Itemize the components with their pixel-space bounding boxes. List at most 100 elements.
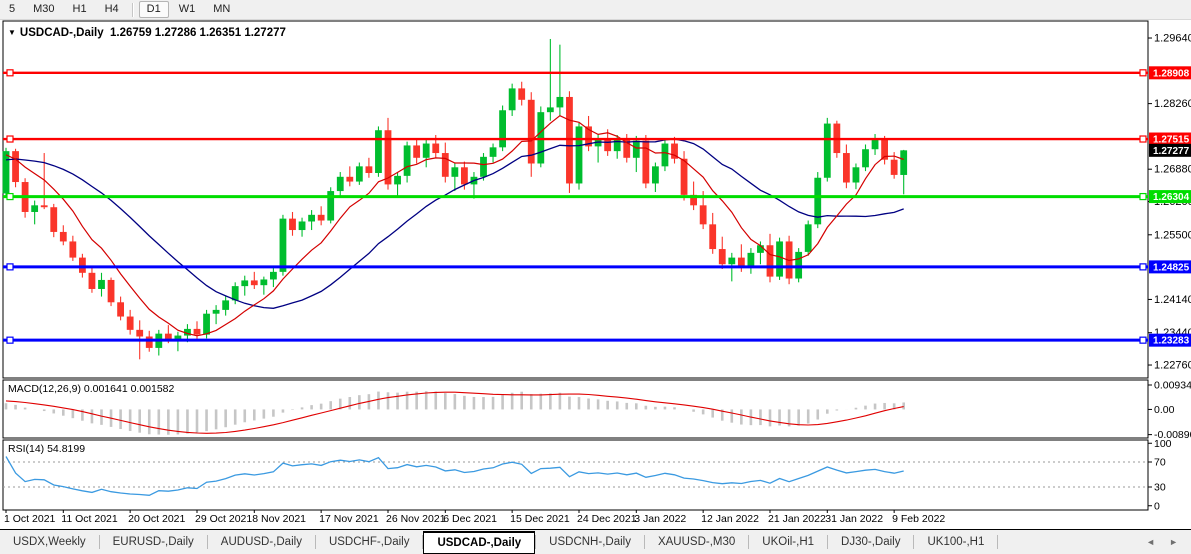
candle	[422, 143, 430, 158]
candle	[900, 150, 908, 175]
hline-handle[interactable]	[6, 69, 14, 77]
date-label: 6 Dec 2021	[443, 513, 497, 525]
timeframe-button-d1[interactable]: D1	[138, 1, 169, 18]
candle	[40, 205, 48, 208]
candle	[671, 143, 678, 159]
timeframe-button-h4[interactable]: H4	[104, 3, 119, 15]
ma-slow-line	[5, 138, 904, 309]
candle	[31, 205, 39, 212]
candle	[480, 156, 487, 177]
symbol-tab-uk100-h1[interactable]: UK100-,H1	[927, 536, 985, 548]
rsi-pane[interactable]	[2, 439, 1149, 511]
candle	[260, 279, 268, 286]
price-level-badge-bg	[1149, 333, 1191, 347]
timeframe-button-5[interactable]: 5	[9, 3, 16, 15]
tab-scrollers: ◄ ►	[1139, 530, 1191, 554]
candle	[355, 166, 363, 182]
hline-handle[interactable]	[1139, 263, 1147, 271]
price-level-badge: 1.27515	[1149, 132, 1191, 146]
hline-handle[interactable]	[6, 336, 14, 344]
price-level-badge-label: 1.28908	[1153, 68, 1190, 79]
symbol-tab-usdx-weekly[interactable]: USDX,Weekly	[13, 536, 86, 548]
macd-pane[interactable]	[2, 379, 1149, 439]
hline-handle[interactable]	[1139, 69, 1147, 77]
timeframe-button-mn[interactable]: MN	[213, 3, 231, 15]
candle	[642, 140, 650, 184]
hline-level-1.28908[interactable]	[3, 69, 1148, 77]
symbol-tab-ukoil-h1[interactable]: UKOil-,H1	[762, 536, 815, 548]
symbol-tab-eurusd-daily[interactable]: EURUSD-,Daily	[112, 536, 194, 548]
axis-tick-label: 1.22760	[1154, 360, 1191, 372]
date-label: 31 Jan 2022	[825, 513, 883, 525]
price-level-badge-bg	[1149, 132, 1191, 146]
tab-scroll-right-icon[interactable]: ►	[1169, 537, 1178, 547]
chart-canvas[interactable]: 1.296401.282601.268801.262001.255001.241…	[0, 0, 1191, 530]
candle	[852, 167, 860, 183]
axis-tick-label: 1.26880	[1154, 164, 1191, 176]
candle	[346, 176, 354, 182]
hline-handle[interactable]	[6, 263, 14, 271]
candle	[795, 251, 803, 279]
candle	[862, 149, 869, 168]
hline-handle[interactable]	[1139, 192, 1147, 201]
timeframe-button-h1[interactable]: H1	[72, 3, 87, 15]
candle	[375, 130, 382, 174]
timeframe-button-m30[interactable]: M30	[33, 3, 55, 15]
date-label: 15 Dec 2021	[510, 513, 570, 525]
date-label: 9 Feb 2022	[892, 513, 945, 525]
symbol-tab-audusd-daily[interactable]: AUDUSD-,Daily	[220, 536, 302, 548]
candle	[298, 221, 306, 231]
candle	[308, 214, 315, 222]
candle	[184, 328, 191, 336]
hline-level-1.27515[interactable]	[3, 135, 1148, 143]
candle	[174, 335, 182, 340]
macd-axis: 0.009345 0.00 -0.008905	[1148, 380, 1191, 441]
hline-handle[interactable]	[1139, 336, 1147, 344]
tab-separator	[314, 535, 316, 549]
candle	[757, 245, 764, 253]
symbol-tab-dj30-daily[interactable]: DJ30-,Daily	[841, 536, 901, 548]
candle	[585, 126, 592, 147]
candle	[871, 138, 879, 150]
hline-level-1.24825[interactable]	[3, 263, 1148, 271]
candle	[680, 158, 688, 195]
hline-level-1.23283[interactable]	[3, 336, 1148, 344]
date-label: 26 Nov 2021	[386, 513, 446, 525]
symbol-tab-usdcad-daily[interactable]: USDCAD-,Daily	[423, 531, 536, 554]
candle	[327, 191, 335, 221]
symbol-tab-usdcnh-daily[interactable]: USDCNH-,Daily	[549, 536, 631, 548]
candle	[804, 224, 812, 252]
symbol-tab-usdchf-daily[interactable]: USDCHF-,Daily	[328, 536, 410, 548]
hline-handle[interactable]	[6, 192, 14, 201]
candle	[164, 333, 172, 340]
candle	[881, 138, 888, 160]
hline-handle[interactable]	[1139, 135, 1147, 143]
timeframe-toolbar: 5 M30 H1 H4 D1 W1 MN	[0, 0, 1191, 20]
axis-tick-label: 0.00	[1154, 404, 1175, 416]
candle	[279, 218, 287, 272]
macd-signal-line	[5, 391, 904, 434]
symbol-tab-xauusd-m30[interactable]: XAUUSD-,M30	[657, 536, 736, 548]
candle	[737, 257, 745, 268]
date-label: 20 Oct 2021	[128, 513, 185, 525]
candle	[403, 145, 411, 176]
candle	[222, 300, 230, 310]
tab-separator	[422, 535, 424, 549]
hline-handle[interactable]	[6, 135, 14, 143]
price-pane[interactable]	[2, 20, 1149, 379]
candle	[823, 123, 831, 178]
candle	[461, 167, 468, 185]
candle	[728, 257, 736, 265]
price-level-badge-label: 1.24825	[1153, 262, 1190, 273]
candle	[766, 245, 774, 277]
candle	[317, 214, 325, 221]
chevron-down-icon[interactable]: ▼	[8, 28, 16, 37]
candle	[499, 110, 506, 148]
timeframe-button-w1[interactable]: W1	[178, 3, 196, 15]
tab-separator	[997, 535, 999, 549]
tab-scroll-left-icon[interactable]: ◄	[1146, 537, 1156, 547]
date-axis[interactable]: 1 Oct 2021 11 Oct 2021 20 Oct 2021 29 Oct 2…	[4, 510, 945, 525]
hline-level-1.26304[interactable]	[3, 192, 1148, 201]
current-price-badge-bg	[1149, 143, 1191, 157]
axis-tick-label: 70	[1154, 457, 1166, 469]
